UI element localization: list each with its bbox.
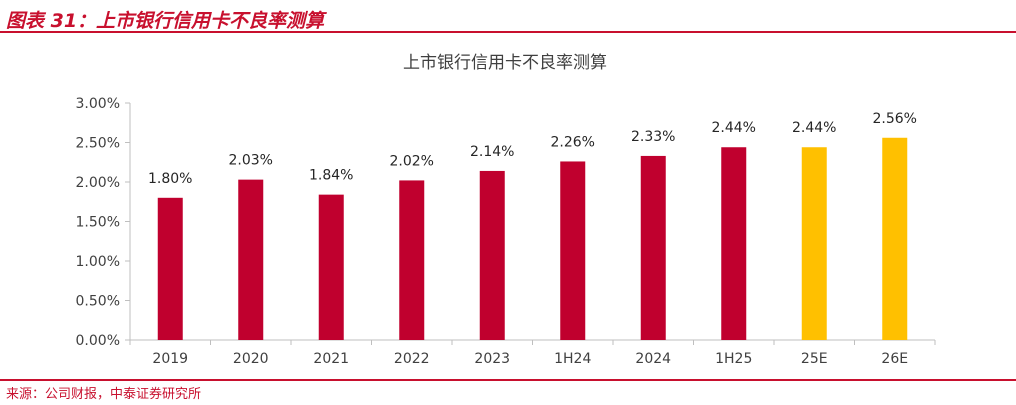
- bar-estimate: [882, 137, 908, 340]
- bar-actual: [640, 155, 666, 340]
- x-tick-label: 25E: [801, 351, 828, 367]
- x-tick-label: 1H25: [715, 351, 752, 367]
- x-tick-label: 2024: [635, 351, 671, 367]
- data-label: 1.80%: [148, 171, 192, 187]
- figure-header: 图表 31：上市银行信用卡不良率测算: [0, 0, 1016, 34]
- data-label: 2.33%: [631, 129, 675, 145]
- y-tick-label: 0.50%: [76, 294, 120, 310]
- bar-actual: [479, 170, 505, 340]
- y-tick-label: 1.00%: [76, 254, 120, 270]
- bar-series: [157, 137, 908, 340]
- bar-actual: [318, 194, 344, 340]
- y-axis: 0.00% 0.50% 1.00% 1.50% 2.00% 2.50% 3.00%: [76, 96, 131, 349]
- data-label: 1.84%: [309, 168, 353, 184]
- bar-chart: 上市银行信用卡不良率测算 0.00% 0.50% 1.00% 1.50% 2.00% 2.…: [76, 53, 936, 367]
- data-label: 2.02%: [390, 153, 434, 169]
- x-tick-label: 2022: [394, 351, 430, 367]
- x-tick-label: 2023: [474, 351, 510, 367]
- footer-divider: [0, 379, 1016, 381]
- y-tick-label: 0.00%: [76, 333, 120, 349]
- bar-actual: [238, 179, 264, 340]
- data-label: 2.03%: [229, 153, 273, 169]
- x-tick-label: 2019: [152, 351, 188, 367]
- data-label: 2.14%: [470, 144, 514, 160]
- x-tick-label: 1H24: [554, 351, 591, 367]
- x-axis: 2019 2020 2021 2022 2023 1H24 2024 1H25 25E 26E: [129, 339, 936, 367]
- y-tick-label: 1.50%: [76, 215, 120, 231]
- source-note: 来源：公司财报，中泰证券研究所: [6, 387, 202, 402]
- chart-title: 上市银行信用卡不良率测算: [403, 53, 607, 73]
- y-tick-label: 2.00%: [76, 175, 120, 191]
- y-tick-label: 3.00%: [76, 96, 120, 112]
- data-label: 2.56%: [873, 111, 917, 127]
- bar-estimate: [801, 147, 827, 340]
- data-label: 2.26%: [551, 134, 595, 150]
- data-label: 2.44%: [712, 120, 756, 136]
- x-tick-label: 2020: [233, 351, 269, 367]
- data-labels: 1.80% 2.03% 1.84% 2.02% 2.14% 2.26% 2.33% 2.44%…: [148, 111, 917, 187]
- data-label: 2.44%: [792, 120, 836, 136]
- bar-actual: [157, 197, 183, 340]
- bar-actual: [560, 161, 586, 340]
- header-divider: [0, 31, 1016, 33]
- y-tick-label: 2.50%: [76, 136, 120, 152]
- bar-actual: [399, 180, 425, 340]
- figure-title: 图表 31：上市银行信用卡不良率测算: [6, 10, 325, 32]
- x-tick-label: 2021: [313, 351, 349, 367]
- x-tick-label: 26E: [881, 351, 908, 367]
- bar-actual: [721, 147, 747, 340]
